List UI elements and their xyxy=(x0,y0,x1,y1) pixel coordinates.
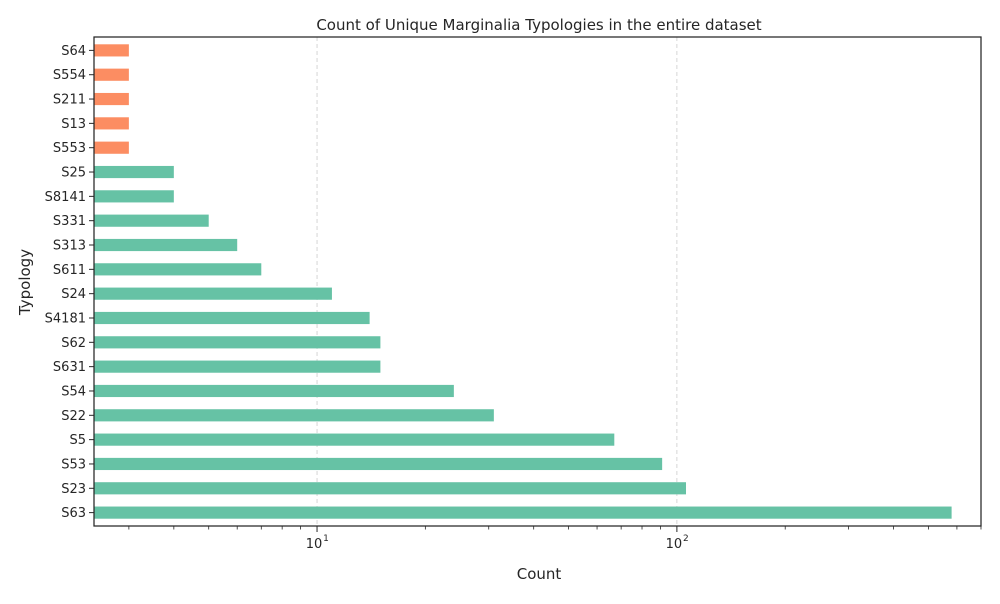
bar-s4181 xyxy=(94,311,370,325)
bar-s5 xyxy=(94,433,615,446)
y-axis-ticks: S63 S23 S53 S5 S22 S54 S631 S62 S4181 S24 S611 S313… xyxy=(45,44,94,521)
y-tick-label: S313 xyxy=(53,239,86,254)
bar-s62 xyxy=(94,336,381,349)
y-tick-label: S5 xyxy=(69,433,86,448)
y-tick-label: S611 xyxy=(53,263,86,278)
bar-s25 xyxy=(94,165,174,179)
x-tick-label-exponent: 2 xyxy=(683,534,689,544)
y-tick-label: S64 xyxy=(61,44,86,59)
y-tick-label: S211 xyxy=(53,93,86,108)
plot-frame xyxy=(93,36,982,527)
y-tick-label: S631 xyxy=(53,360,86,375)
y-axis-label: Typology xyxy=(16,249,34,316)
y-tick-label: S13 xyxy=(61,117,86,132)
bar-s211 xyxy=(94,92,129,106)
bar-s8141 xyxy=(94,190,174,203)
y-tick-label: S53 xyxy=(61,457,86,472)
y-tick-label: S554 xyxy=(53,68,86,83)
y-tick-label: S63 xyxy=(61,506,86,521)
bar-s53 xyxy=(94,457,663,471)
x-tick-label: 10 xyxy=(666,537,683,552)
y-tick-label: S54 xyxy=(61,384,86,399)
x-tick-label-exponent: 1 xyxy=(323,534,329,544)
bar-s553 xyxy=(94,141,129,154)
bar-s64 xyxy=(94,44,129,57)
bar-s22 xyxy=(94,409,494,422)
y-tick-label: S23 xyxy=(61,482,86,497)
bar-s13 xyxy=(94,117,129,130)
y-tick-label: S8141 xyxy=(45,190,86,205)
x-axis-ticks: 10 1 10 2 xyxy=(128,526,982,552)
y-tick-label: S25 xyxy=(61,166,86,181)
bar-s631 xyxy=(94,360,381,373)
y-tick-label: S24 xyxy=(61,287,86,302)
y-tick-label: S22 xyxy=(61,409,86,424)
bar-s313 xyxy=(94,238,238,252)
y-tick-label: S553 xyxy=(53,141,86,156)
bar-s554 xyxy=(94,68,129,81)
y-tick-label: S4181 xyxy=(45,311,86,326)
y-tick-label: S62 xyxy=(61,336,86,351)
bar-s54 xyxy=(94,384,454,398)
bar-s331 xyxy=(94,214,209,227)
x-axis-label: Count xyxy=(517,565,562,583)
x-tick-label: 10 xyxy=(306,537,323,552)
bars xyxy=(94,44,952,519)
chart-title: Count of Unique Marginalia Typologies in… xyxy=(316,16,761,34)
grid-lines xyxy=(316,37,678,526)
y-tick-label: S331 xyxy=(53,214,86,229)
bar-s63 xyxy=(94,506,952,519)
bar-s611 xyxy=(94,263,262,276)
bar-s24 xyxy=(94,287,332,300)
bar-s23 xyxy=(94,482,686,495)
